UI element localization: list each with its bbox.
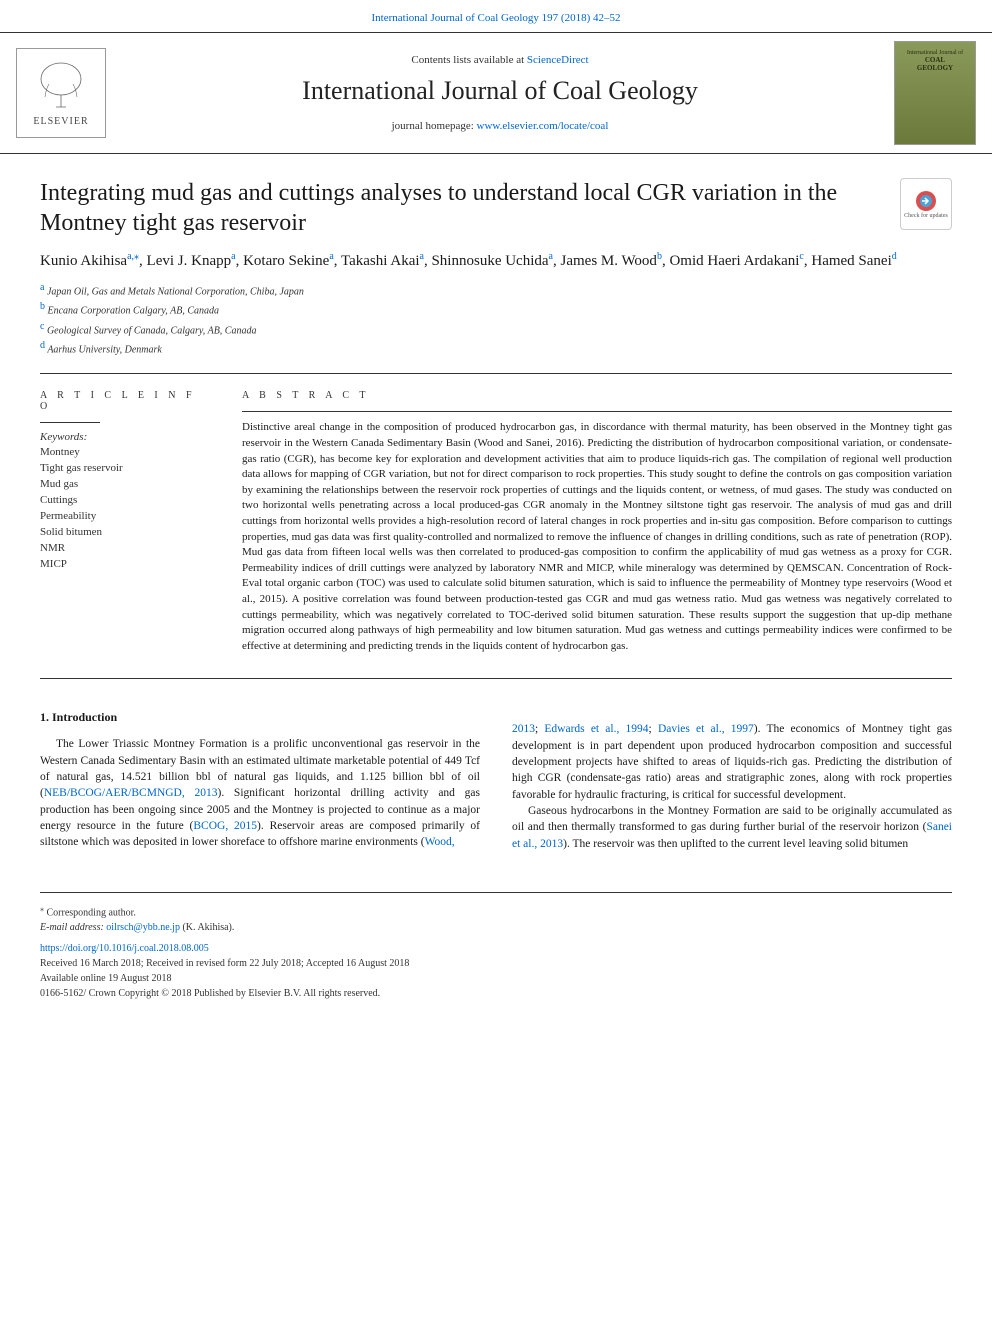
- copyright-line: 0166-5162/ Crown Copyright © 2018 Publis…: [40, 986, 952, 1001]
- author-5: Shinnosuke Uchida: [431, 253, 548, 269]
- author-4-affil: a: [420, 251, 424, 262]
- keyword: Cuttings: [40, 493, 210, 509]
- body-columns: 1. Introduction The Lower Triassic Montn…: [40, 683, 952, 852]
- divider: [40, 678, 952, 679]
- article-footer: ⁎ ⁎ Corresponding author.Corresponding a…: [40, 892, 952, 1021]
- journal-header: ELSEVIER Contents lists available at Sci…: [0, 32, 992, 154]
- homepage-prefix: journal homepage:: [392, 120, 477, 132]
- email-link[interactable]: oilrsch@ybb.ne.jp: [106, 922, 180, 933]
- abstract-column: A B S T R A C T Distinctive areal change…: [242, 390, 952, 654]
- affiliation-d: d Aarhus University, Denmark: [40, 338, 952, 357]
- keyword: Solid bitumen: [40, 525, 210, 541]
- check-updates-icon: [914, 189, 938, 213]
- elsevier-logo: ELSEVIER: [16, 48, 106, 138]
- author-1-affil: a,⁎: [127, 251, 139, 262]
- keyword: Mud gas: [40, 477, 210, 493]
- author-5-affil: a: [549, 251, 553, 262]
- keyword: Permeability: [40, 509, 210, 525]
- intro-paragraph: The Lower Triassic Montney Formation is …: [40, 736, 480, 850]
- homepage-line: journal homepage: www.elsevier.com/locat…: [122, 120, 878, 132]
- article-main: Integrating mud gas and cuttings analyse…: [0, 154, 992, 872]
- divider: [242, 411, 952, 412]
- affiliations: a Japan Oil, Gas and Metals National Cor…: [40, 280, 952, 357]
- elsevier-tree-icon: [31, 59, 91, 114]
- intro-paragraph: 2013; Edwards et al., 1994; Davies et al…: [512, 721, 952, 803]
- author-6-affil: b: [657, 251, 662, 262]
- affiliation-a: a Japan Oil, Gas and Metals National Cor…: [40, 280, 952, 299]
- citation-link[interactable]: Wood,: [425, 836, 455, 848]
- intro-heading: 1. Introduction: [40, 709, 480, 726]
- author-6: James M. Wood: [561, 253, 657, 269]
- divider: [40, 422, 100, 423]
- header-center: Contents lists available at ScienceDirec…: [122, 54, 878, 132]
- corresponding-author: ⁎ ⁎ Corresponding author.Corresponding a…: [40, 903, 952, 920]
- check-for-updates-badge[interactable]: Check for updates: [900, 178, 952, 230]
- keyword: NMR: [40, 541, 210, 557]
- author-1: Kunio Akihisa: [40, 253, 127, 269]
- keywords-label: Keywords:: [40, 431, 210, 443]
- journal-name: International Journal of Coal Geology: [122, 76, 878, 106]
- citation-link[interactable]: NEB/BCOG/AER/BCMNGD, 2013: [44, 787, 218, 799]
- author-2: Levi J. Knapp: [147, 253, 232, 269]
- title-row: Integrating mud gas and cuttings analyse…: [40, 178, 952, 238]
- homepage-link[interactable]: www.elsevier.com/locate/coal: [477, 120, 609, 132]
- abstract-label: A B S T R A C T: [242, 390, 952, 401]
- keyword: Montney: [40, 445, 210, 461]
- keywords-list: Montney Tight gas reservoir Mud gas Cutt…: [40, 445, 210, 573]
- author-8: Hamed Sanei: [811, 253, 891, 269]
- author-7-affil: c: [799, 251, 803, 262]
- body-column-left: 1. Introduction The Lower Triassic Montn…: [40, 683, 480, 852]
- column-spacer: [512, 683, 952, 721]
- author-7: Omid Haeri Ardakani: [669, 253, 799, 269]
- article-title: Integrating mud gas and cuttings analyse…: [40, 178, 884, 238]
- affiliation-c: c Geological Survey of Canada, Calgary, …: [40, 319, 952, 338]
- cover-line3: GEOLOGY: [917, 64, 953, 72]
- article-info-label: A R T I C L E I N F O: [40, 390, 210, 412]
- elsevier-text: ELSEVIER: [33, 116, 88, 127]
- author-3: Kotaro Sekine: [243, 253, 329, 269]
- email-label: E-mail address:: [40, 922, 106, 933]
- meta-abstract-row: A R T I C L E I N F O Keywords: Montney …: [40, 390, 952, 674]
- intro-paragraph: Gaseous hydrocarbons in the Montney Form…: [512, 803, 952, 852]
- journal-cover-thumbnail: International Journal of COAL GEOLOGY: [894, 41, 976, 145]
- author-2-affil: a: [231, 251, 235, 262]
- author-8-affil: d: [892, 251, 897, 262]
- affiliation-b: b Encana Corporation Calgary, AB, Canada: [40, 299, 952, 318]
- authors-list: Kunio Akihisaa,⁎, Levi J. Knappa, Kotaro…: [40, 250, 952, 272]
- doi-link[interactable]: https://doi.org/10.1016/j.coal.2018.08.0…: [40, 941, 952, 956]
- journal-reference: International Journal of Coal Geology 19…: [0, 0, 992, 32]
- article-info-column: A R T I C L E I N F O Keywords: Montney …: [40, 390, 210, 654]
- body-column-right: 2013; Edwards et al., 1994; Davies et al…: [512, 683, 952, 852]
- contents-line: Contents lists available at ScienceDirec…: [122, 54, 878, 66]
- citation-link[interactable]: Davies et al., 1997: [658, 723, 754, 735]
- citation-link[interactable]: 2013: [512, 723, 535, 735]
- author-3-affil: a: [329, 251, 333, 262]
- available-line: Available online 19 August 2018: [40, 971, 952, 986]
- email-suffix: (K. Akihisa).: [180, 922, 234, 933]
- citation-link[interactable]: Edwards et al., 1994: [544, 723, 648, 735]
- email-line: E-mail address: oilrsch@ybb.ne.jp (K. Ak…: [40, 920, 952, 935]
- received-line: Received 16 March 2018; Received in revi…: [40, 956, 952, 971]
- divider: [40, 373, 952, 374]
- contents-prefix: Contents lists available at: [411, 54, 526, 66]
- keyword: Tight gas reservoir: [40, 461, 210, 477]
- keyword: MICP: [40, 557, 210, 573]
- abstract-text: Distinctive areal change in the composit…: [242, 420, 952, 654]
- author-4: Takashi Akai: [341, 253, 420, 269]
- sciencedirect-link[interactable]: ScienceDirect: [527, 54, 589, 66]
- cover-line2: COAL: [925, 56, 945, 64]
- citation-link[interactable]: BCOG, 2015: [193, 820, 257, 832]
- check-updates-label: Check for updates: [904, 213, 948, 219]
